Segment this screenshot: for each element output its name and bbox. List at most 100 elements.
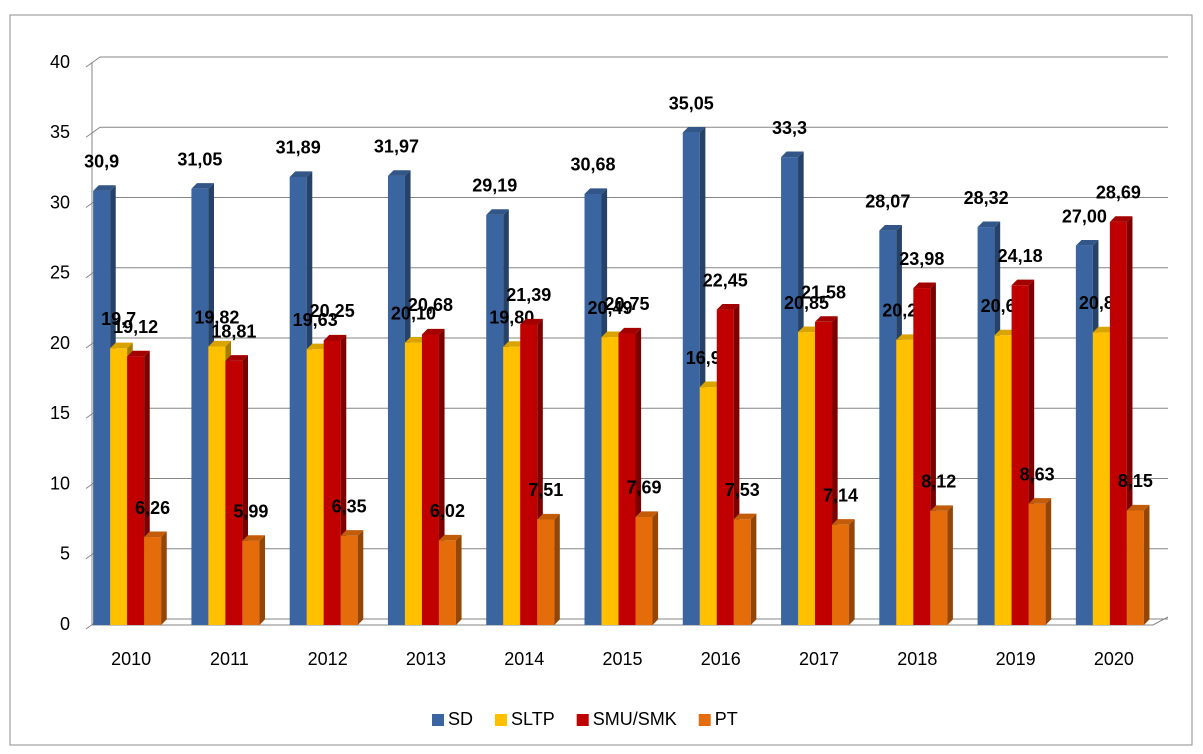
y-tick-label: 10 <box>50 473 70 493</box>
bar-top <box>110 342 133 349</box>
data-label: 21,39 <box>506 285 551 305</box>
bar-top <box>716 303 740 310</box>
bar-top <box>404 336 428 343</box>
bar-front <box>601 337 619 625</box>
data-label: 20,85 <box>784 293 829 313</box>
data-label: 20,49 <box>587 298 632 318</box>
data-label: 6,26 <box>135 498 170 518</box>
data-label: 33,3 <box>772 118 807 138</box>
bar-front <box>520 324 538 625</box>
legend-label: PT <box>715 709 738 729</box>
bar-top <box>306 343 330 350</box>
bar-top <box>387 170 411 176</box>
y-tick-label: 25 <box>50 263 70 283</box>
bar-front <box>387 175 405 625</box>
bar-top <box>977 221 1001 228</box>
bar-top <box>225 355 249 361</box>
data-label: 35,05 <box>669 93 714 113</box>
bar-side <box>652 511 659 625</box>
bar-front <box>438 540 456 625</box>
bar-side <box>161 531 167 625</box>
bar-front <box>537 519 555 625</box>
data-label: 28,07 <box>865 191 910 211</box>
data-label: 19,12 <box>113 317 158 337</box>
legend-swatch <box>432 714 444 726</box>
bar-top <box>635 511 659 517</box>
bar <box>144 531 167 625</box>
y-tick-label: 20 <box>50 333 70 353</box>
bar-top <box>994 329 1018 336</box>
x-tick-label: 2016 <box>701 649 741 669</box>
bar-top <box>699 381 723 388</box>
bar-front <box>503 346 521 625</box>
bar-front <box>635 516 653 625</box>
bar <box>340 530 364 625</box>
bar <box>1028 498 1052 625</box>
data-label: 27,00 <box>1062 206 1107 226</box>
bar-top <box>1011 279 1035 286</box>
data-label: 7,51 <box>528 480 563 500</box>
data-label: 22,45 <box>703 270 748 290</box>
data-label: 20,25 <box>310 301 355 321</box>
data-label: 19,82 <box>194 307 239 327</box>
x-tick-label: 2018 <box>897 649 937 669</box>
bar-top <box>601 331 625 338</box>
data-label: 31,97 <box>374 137 419 157</box>
bar-front <box>682 132 700 626</box>
bar-front <box>421 334 439 625</box>
bar-top <box>323 334 347 341</box>
data-label: 28,69 <box>1096 183 1141 203</box>
y-tick-label: 0 <box>60 614 70 634</box>
bar-front <box>404 342 422 625</box>
bar-top <box>421 328 445 335</box>
data-label: 29,19 <box>472 176 517 196</box>
bar-top <box>340 530 364 536</box>
x-tick-label: 2020 <box>1094 649 1134 669</box>
y-tick-label: 5 <box>60 544 70 564</box>
x-tick-label: 2013 <box>406 649 446 669</box>
bar-top <box>486 209 509 215</box>
bar <box>930 505 953 625</box>
bar-front <box>242 540 260 625</box>
bar-top <box>438 534 462 541</box>
y-tick-label: 40 <box>50 52 70 72</box>
legend-swatch <box>576 714 589 726</box>
legend-swatch <box>698 714 711 726</box>
data-label: 19,7 <box>101 309 136 329</box>
bar-front <box>913 288 931 625</box>
bar-front <box>340 535 358 625</box>
bar-front <box>1011 285 1029 625</box>
bar-top <box>896 334 919 340</box>
data-label: 19,63 <box>293 310 338 330</box>
bar-top <box>1092 326 1116 333</box>
y-tick-label: 30 <box>50 192 70 212</box>
x-tick-label: 2011 <box>210 649 249 669</box>
bar-front <box>1092 332 1110 625</box>
bar-top <box>208 340 232 347</box>
bar-top <box>1109 216 1133 222</box>
bar-top <box>289 171 313 177</box>
bar <box>1126 504 1150 625</box>
data-label: 21,58 <box>801 283 846 303</box>
legend-label: SD <box>448 709 473 729</box>
bar-front <box>798 332 816 625</box>
data-label: 6,35 <box>332 497 367 517</box>
bar-front <box>733 519 751 625</box>
bar-side <box>357 530 364 625</box>
bar-side <box>849 519 855 625</box>
x-tick-label: 2015 <box>602 649 642 669</box>
bar-top <box>127 350 150 357</box>
bar-front <box>977 227 995 625</box>
bar-front <box>144 537 162 625</box>
bar-front <box>208 346 226 625</box>
data-label: 7,69 <box>626 478 661 498</box>
bar-side <box>259 535 266 625</box>
bar-top <box>1075 240 1099 246</box>
x-tick-label: 2010 <box>111 649 151 669</box>
data-label: 7,53 <box>725 480 760 500</box>
data-label: 5,99 <box>233 502 268 522</box>
data-label: 30,68 <box>570 155 615 175</box>
bar-front <box>815 321 833 625</box>
bar-top <box>879 225 902 231</box>
